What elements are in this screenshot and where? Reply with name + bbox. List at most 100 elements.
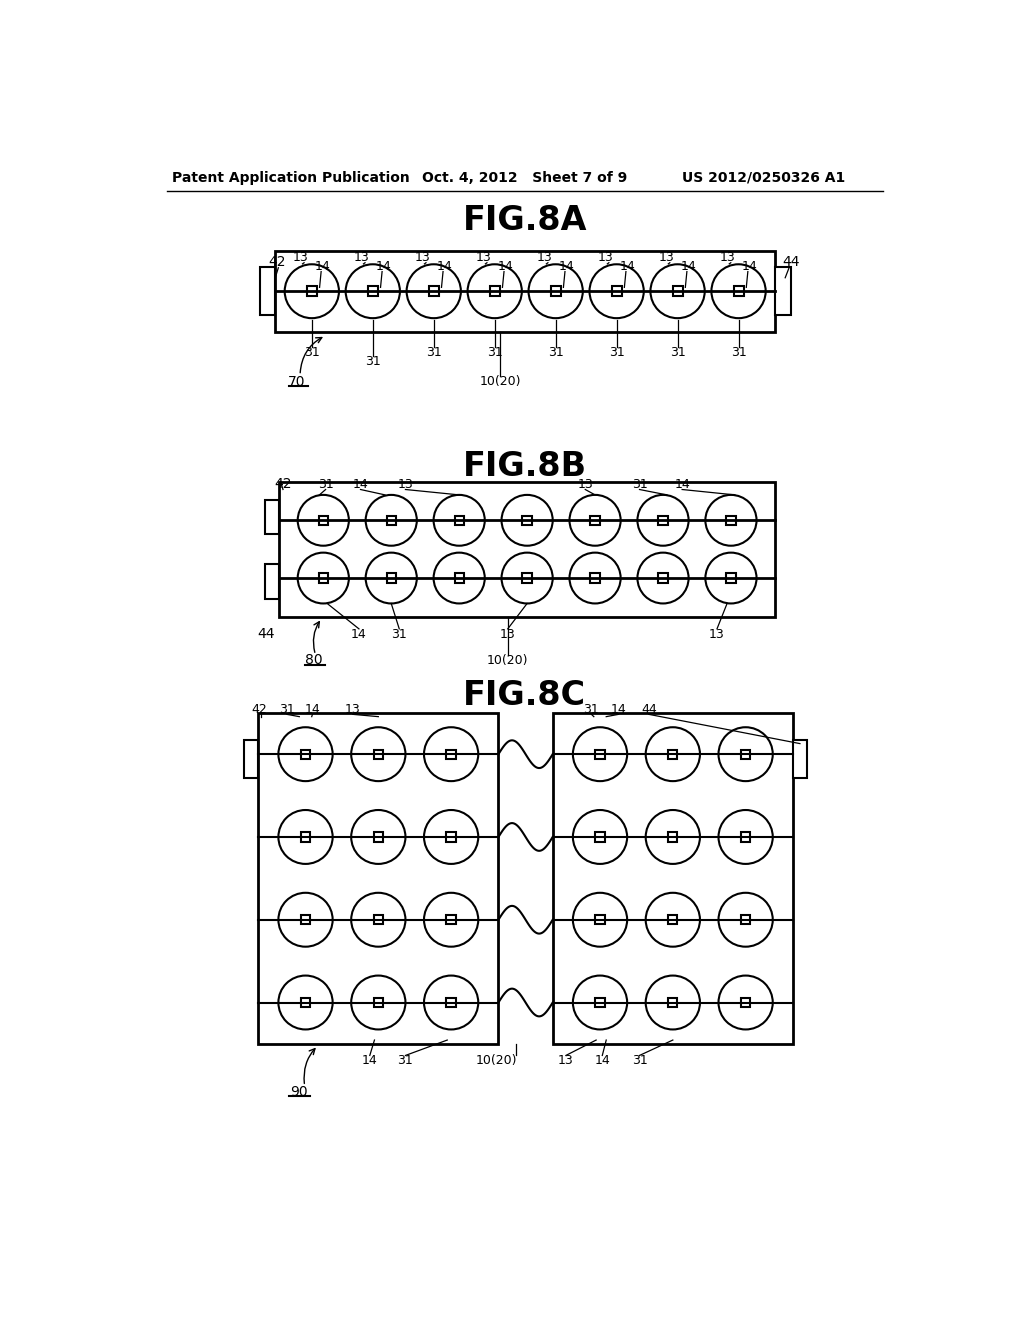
Bar xyxy=(741,833,751,842)
Bar xyxy=(775,267,791,314)
Bar xyxy=(551,286,561,296)
Text: 13: 13 xyxy=(658,251,675,264)
Bar xyxy=(726,573,735,582)
Bar xyxy=(265,499,280,535)
Bar xyxy=(726,516,735,525)
Text: 13: 13 xyxy=(578,478,593,491)
Text: 44: 44 xyxy=(641,704,656,717)
Bar xyxy=(673,286,683,296)
Bar xyxy=(658,573,668,582)
Text: 13: 13 xyxy=(710,628,725,640)
Bar xyxy=(455,516,464,525)
Bar xyxy=(522,516,531,525)
Text: 14: 14 xyxy=(620,260,635,273)
Bar xyxy=(446,833,456,842)
Bar xyxy=(275,251,775,331)
Text: 13: 13 xyxy=(558,1055,573,1068)
Text: 31: 31 xyxy=(632,1055,647,1068)
Bar xyxy=(595,750,604,759)
Bar xyxy=(245,739,258,779)
Text: 14: 14 xyxy=(498,260,513,273)
Bar xyxy=(301,998,310,1007)
Text: FIG.8B: FIG.8B xyxy=(463,450,587,483)
Bar xyxy=(301,833,310,842)
Bar xyxy=(301,750,310,759)
Text: 14: 14 xyxy=(610,704,627,717)
Bar xyxy=(374,915,383,924)
Bar xyxy=(669,833,678,842)
Bar xyxy=(595,915,604,924)
Text: 13: 13 xyxy=(415,251,431,264)
Bar xyxy=(595,833,604,842)
Bar xyxy=(793,739,807,779)
Text: 31: 31 xyxy=(304,346,319,359)
Text: 31: 31 xyxy=(584,704,599,717)
Text: 14: 14 xyxy=(436,260,453,273)
Text: 10(20): 10(20) xyxy=(487,653,528,667)
Bar xyxy=(374,750,383,759)
Text: 31: 31 xyxy=(548,346,563,359)
Text: 42: 42 xyxy=(268,255,286,269)
Text: Patent Application Publication: Patent Application Publication xyxy=(172,170,410,185)
Bar xyxy=(368,286,378,296)
Text: 13: 13 xyxy=(500,628,516,640)
Text: 13: 13 xyxy=(476,251,492,264)
Text: US 2012/0250326 A1: US 2012/0250326 A1 xyxy=(682,170,845,185)
Text: 31: 31 xyxy=(632,478,647,491)
Bar xyxy=(591,573,600,582)
Text: 70: 70 xyxy=(288,375,306,388)
Bar xyxy=(669,750,678,759)
Text: 14: 14 xyxy=(304,704,321,717)
Bar xyxy=(265,564,280,599)
Bar xyxy=(280,482,775,616)
Bar xyxy=(522,573,531,582)
Text: 13: 13 xyxy=(720,251,735,264)
Text: 10(20): 10(20) xyxy=(475,1055,517,1068)
Bar xyxy=(318,573,328,582)
Text: 31: 31 xyxy=(486,346,503,359)
Bar xyxy=(307,286,316,296)
Bar xyxy=(741,998,751,1007)
Bar xyxy=(446,998,456,1007)
Text: 13: 13 xyxy=(345,704,360,717)
Bar xyxy=(553,713,793,1044)
Bar xyxy=(429,286,439,296)
Text: 31: 31 xyxy=(279,704,295,717)
Text: 14: 14 xyxy=(351,628,367,640)
Text: 14: 14 xyxy=(314,260,331,273)
Text: 80: 80 xyxy=(305,653,323,668)
Text: 31: 31 xyxy=(365,355,381,368)
Text: Oct. 4, 2012   Sheet 7 of 9: Oct. 4, 2012 Sheet 7 of 9 xyxy=(422,170,628,185)
Text: 13: 13 xyxy=(537,251,553,264)
Bar xyxy=(595,998,604,1007)
Bar xyxy=(446,915,456,924)
Bar xyxy=(301,915,310,924)
Bar xyxy=(669,998,678,1007)
Bar xyxy=(446,750,456,759)
Text: FIG.8C: FIG.8C xyxy=(463,680,587,713)
Text: 42: 42 xyxy=(252,704,267,717)
Bar xyxy=(387,573,396,582)
Text: 14: 14 xyxy=(674,478,690,491)
Bar xyxy=(318,516,328,525)
Text: 31: 31 xyxy=(397,1055,414,1068)
Text: 14: 14 xyxy=(741,260,758,273)
Text: 14: 14 xyxy=(594,1055,610,1068)
Text: 31: 31 xyxy=(670,346,685,359)
Bar xyxy=(741,750,751,759)
Text: 31: 31 xyxy=(731,346,746,359)
Text: 14: 14 xyxy=(681,260,696,273)
Bar xyxy=(455,573,464,582)
Text: 31: 31 xyxy=(391,628,408,640)
Bar xyxy=(374,998,383,1007)
Bar xyxy=(733,286,743,296)
Bar xyxy=(489,286,500,296)
Text: 42: 42 xyxy=(274,477,292,491)
Bar xyxy=(374,833,383,842)
Text: 90: 90 xyxy=(290,1085,307,1098)
Text: 10(20): 10(20) xyxy=(479,375,521,388)
Text: 31: 31 xyxy=(608,346,625,359)
Bar xyxy=(591,516,600,525)
Text: 13: 13 xyxy=(397,478,414,491)
Text: 13: 13 xyxy=(293,251,309,264)
